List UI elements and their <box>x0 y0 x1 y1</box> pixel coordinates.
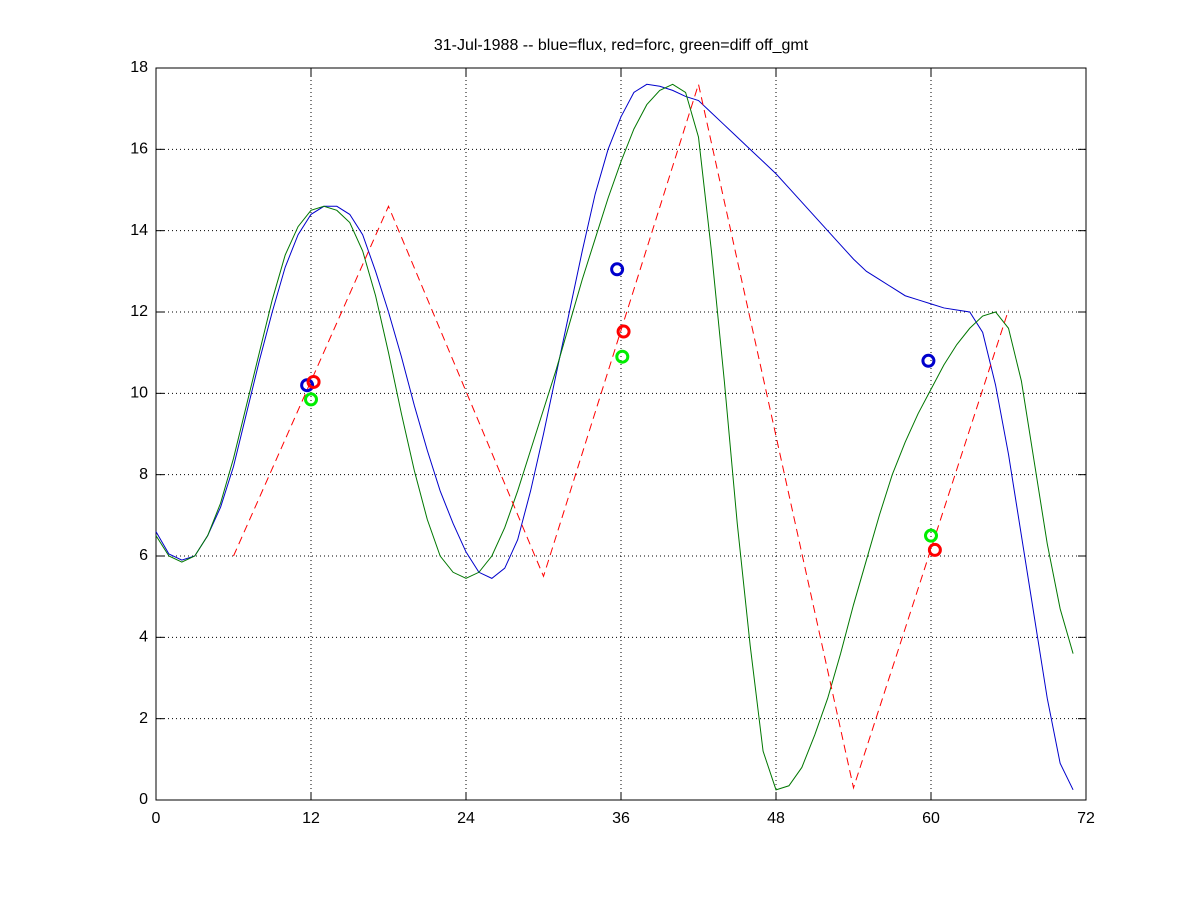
x-tick-label: 48 <box>767 810 785 827</box>
marker <box>927 542 942 557</box>
series-line <box>155 83 1074 791</box>
y-tick-label: 14 <box>130 222 148 239</box>
plot-frame <box>155 67 1087 801</box>
marker <box>610 262 625 277</box>
marker <box>921 353 936 368</box>
y-tick-label: 0 <box>139 791 148 808</box>
y-tick-label: 18 <box>130 59 148 76</box>
y-tick-label: 2 <box>139 710 148 727</box>
series-line <box>155 83 1074 791</box>
chart-title: 31-Jul-1988 -- blue=flux, red=forc, gree… <box>434 37 809 54</box>
y-tick-label: 16 <box>130 141 148 158</box>
x-tick-label: 24 <box>457 810 475 827</box>
marker <box>304 392 318 407</box>
series-line <box>233 82 1009 790</box>
y-tick-label: 8 <box>139 466 148 483</box>
y-tick-label: 10 <box>130 385 148 402</box>
marker <box>616 324 631 339</box>
x-tick-label: 72 <box>1077 810 1095 827</box>
marker <box>306 374 321 389</box>
y-tick-label: 12 <box>130 303 148 320</box>
x-tick-label: 0 <box>152 810 161 827</box>
x-tick-label: 36 <box>612 810 630 827</box>
y-tick-label: 6 <box>139 547 148 564</box>
marker <box>924 528 938 543</box>
x-tick-label: 60 <box>922 810 940 827</box>
x-tick-label: 12 <box>302 810 320 827</box>
y-tick-label: 4 <box>139 629 148 646</box>
marker <box>615 349 630 364</box>
